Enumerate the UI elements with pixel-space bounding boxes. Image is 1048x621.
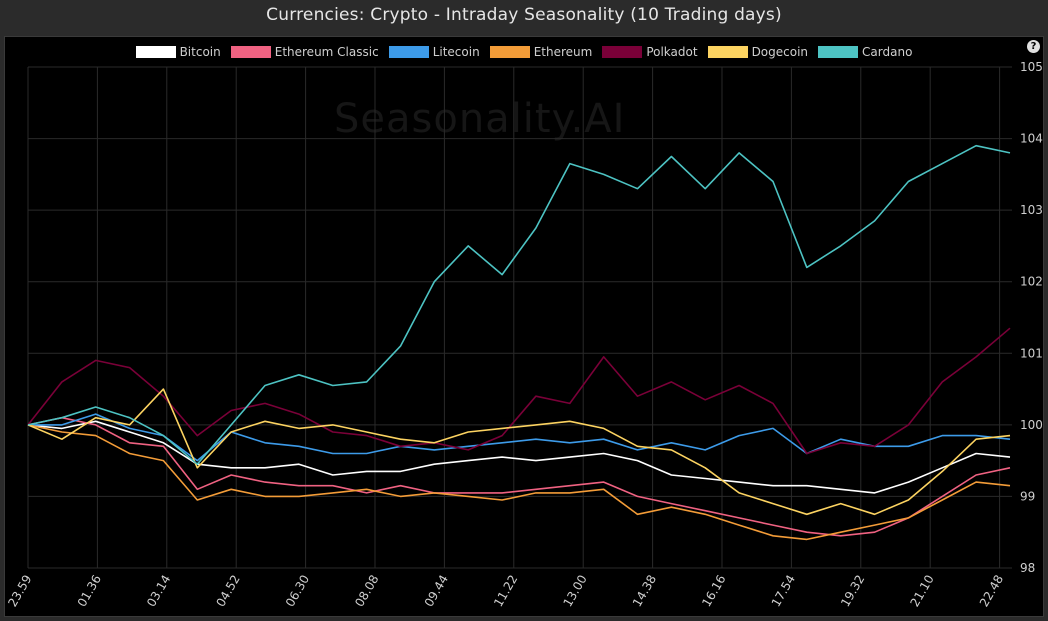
chart-legend: Bitcoin Ethereum Classic Litecoin Ethereum P… (0, 45, 1048, 59)
series-line-bitcoin (27, 420, 1011, 494)
legend-label: Bitcoin (179, 45, 221, 59)
series-line-cardano (27, 144, 1011, 466)
chart-panel (4, 36, 1044, 617)
x-tick-label: 03.14 (144, 573, 173, 610)
series-line-litecoin (28, 413, 1011, 462)
x-tick-label: 04.52 (213, 573, 242, 610)
legend-label: Dogecoin (751, 45, 809, 59)
x-tick-label: 09.44 (422, 573, 451, 610)
x-tick-label: 06.30 (283, 573, 312, 610)
legend-item-bitcoin[interactable]: Bitcoin (135, 45, 221, 59)
x-tick-label: 01.36 (75, 573, 104, 610)
legend-label: Ethereum Classic (274, 45, 379, 59)
x-tick-label: 19.32 (838, 573, 867, 610)
x-tick-label: 16.16 (699, 573, 728, 610)
legend-swatch (707, 46, 748, 58)
y-tick-label: 101 (1020, 346, 1043, 360)
watermark: Seasonality.AI (334, 96, 626, 142)
x-tick-label: 21.10 (907, 573, 936, 610)
x-tick-label: 08.08 (352, 573, 381, 610)
x-tick-label: 23.59 (5, 573, 34, 610)
legend-swatch (388, 46, 429, 58)
y-tick-label: 102 (1020, 275, 1043, 289)
series-line-polkadot (27, 327, 1011, 455)
legend-swatch (602, 46, 643, 58)
legend-item-ethereum-classic[interactable]: Ethereum Classic (230, 45, 379, 59)
y-tick-label: 98 (1020, 561, 1035, 575)
chart-title: Currencies: Crypto - Intraday Seasonalit… (266, 5, 782, 25)
y-tick-label: 100 (1020, 418, 1043, 432)
series-line-ethereum-classic (27, 416, 1011, 537)
legend-label: Litecoin (432, 45, 480, 59)
y-tick-label: 104 (1020, 132, 1043, 146)
legend-swatch (818, 46, 859, 58)
x-tick-label: 11.22 (491, 573, 520, 610)
x-tick-label: 17.54 (769, 573, 798, 610)
x-tick-label: 14.38 (630, 573, 659, 610)
series-line-dogecoin (27, 388, 1011, 516)
x-tick-label: 22.48 (977, 573, 1006, 610)
legend-item-litecoin[interactable]: Litecoin (388, 45, 480, 59)
legend-item-ethereum[interactable]: Ethereum (489, 45, 593, 59)
x-tick-label: 13.00 (560, 573, 589, 610)
legend-swatch (135, 46, 176, 58)
y-tick-label: 99 (1020, 489, 1035, 503)
help-icon[interactable]: ? (1027, 40, 1040, 53)
series-line-ethereum (27, 424, 1011, 541)
legend-label: Cardano (862, 45, 913, 59)
legend-label: Polkadot (646, 45, 698, 59)
legend-item-dogecoin[interactable]: Dogecoin (707, 45, 809, 59)
legend-swatch (230, 46, 271, 58)
y-tick-label: 105 (1020, 60, 1043, 74)
legend-swatch (489, 46, 530, 58)
legend-label: Ethereum (533, 45, 593, 59)
legend-item-polkadot[interactable]: Polkadot (602, 45, 698, 59)
legend-item-cardano[interactable]: Cardano (818, 45, 912, 59)
y-tick-label: 103 (1020, 203, 1043, 217)
